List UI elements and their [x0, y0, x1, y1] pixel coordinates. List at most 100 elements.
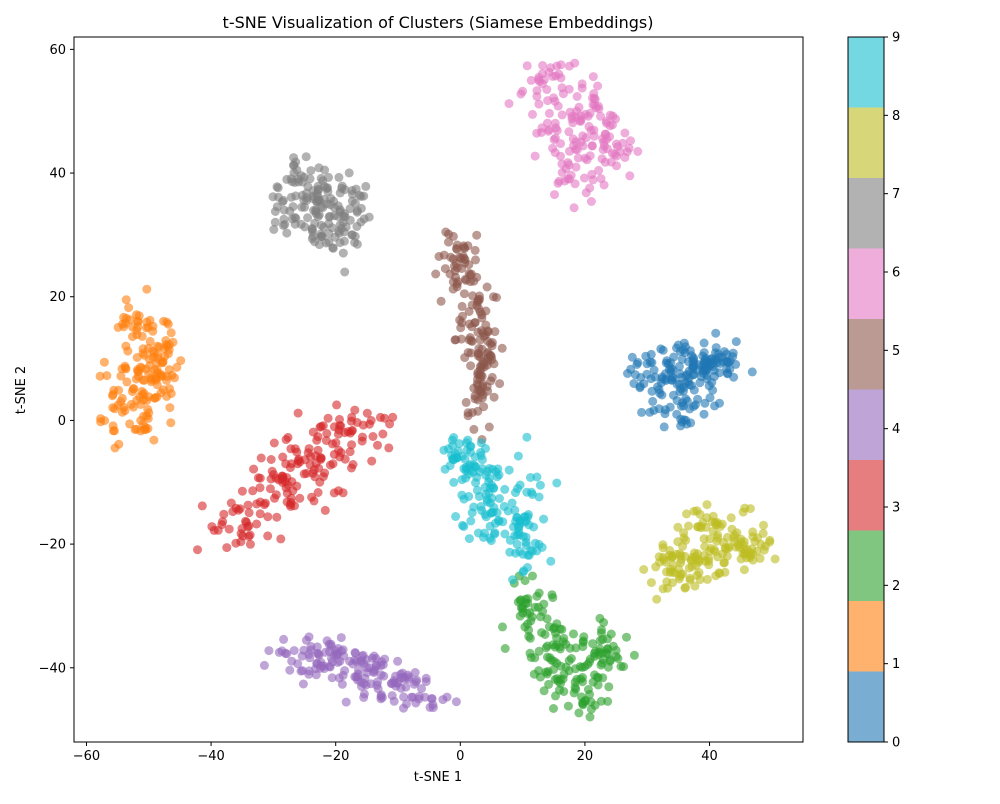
cluster-3-point: [272, 512, 282, 522]
cluster-9-point: [454, 439, 464, 449]
cluster-2-point: [522, 608, 532, 618]
cluster-4-point: [320, 647, 330, 657]
cluster-4-point: [411, 698, 421, 708]
cluster-9-point: [490, 528, 500, 538]
cluster-9-point: [466, 447, 475, 457]
cluster-3-point: [385, 419, 395, 429]
cluster-7-point: [324, 172, 333, 182]
cluster-3-point: [249, 464, 259, 474]
cluster-8-point: [702, 500, 712, 510]
cluster-1-point: [149, 435, 159, 445]
cluster-4-point: [369, 668, 379, 677]
cluster-7-point: [318, 203, 328, 213]
cluster-0-point: [645, 357, 655, 367]
cluster-6-point: [556, 151, 565, 161]
cluster-0-point: [699, 409, 709, 419]
cluster-7-point: [352, 239, 362, 249]
cluster-3-point: [237, 486, 247, 496]
cluster-7-point: [325, 200, 335, 210]
cluster-4-point: [297, 651, 307, 661]
cluster-8-point: [765, 535, 775, 545]
cluster-8-point: [708, 526, 718, 536]
cluster-7-point: [352, 207, 362, 217]
cluster-8-point: [667, 553, 677, 563]
cluster-9-point: [503, 506, 513, 516]
cluster-1-point: [139, 425, 149, 435]
cluster-8-point: [759, 520, 768, 530]
cluster-3-point: [222, 543, 232, 553]
cluster-2-point: [551, 691, 560, 701]
cluster-1-point: [166, 328, 176, 338]
cluster-3-point: [245, 530, 255, 540]
cluster-3-point: [316, 422, 326, 431]
cluster-3-point: [256, 453, 266, 463]
cluster-3-point: [245, 539, 255, 549]
cluster-9-point: [449, 477, 459, 487]
cluster-5-point: [469, 276, 479, 286]
cluster-4-point: [417, 684, 426, 694]
cluster-6-point: [569, 203, 579, 213]
cluster-8-point: [694, 568, 704, 578]
cluster-9-point: [479, 532, 488, 542]
cluster-9-point: [500, 484, 510, 494]
cluster-1-point: [128, 332, 137, 342]
cluster-8-point: [675, 572, 685, 581]
cluster-9-point: [535, 480, 545, 490]
x-tick-label: −60: [73, 749, 100, 764]
y-tick-label: −40: [39, 661, 66, 676]
cluster-3-point: [278, 452, 288, 462]
cluster-5-point: [497, 343, 507, 353]
cluster-6-point: [568, 134, 578, 144]
cluster-9-point: [511, 548, 521, 558]
cluster-4-point: [376, 670, 386, 680]
cluster-5-point: [475, 373, 485, 383]
colorbar-segment-3: [848, 460, 884, 531]
cluster-3-point: [322, 429, 332, 438]
cluster-5-point: [459, 289, 469, 299]
colorbar-segment-8: [848, 107, 884, 178]
cluster-1-point: [127, 387, 137, 397]
cluster-3-point: [321, 436, 331, 445]
cluster-5-point: [457, 301, 467, 311]
cluster-2-point: [513, 597, 523, 607]
cluster-5-point: [460, 353, 470, 363]
cluster-5-point: [469, 424, 479, 434]
cluster-8-point: [658, 584, 668, 594]
cluster-3-point: [368, 432, 378, 441]
cluster-9-point: [513, 451, 523, 461]
cluster-3-point: [299, 469, 309, 479]
cluster-6-point: [571, 162, 581, 172]
cluster-9-point: [512, 539, 522, 549]
cluster-7-point: [285, 206, 295, 216]
cluster-1-point: [145, 336, 155, 346]
cluster-7-point: [327, 223, 337, 233]
cluster-1-point: [124, 303, 134, 313]
cluster-7-point: [361, 181, 371, 191]
cluster-0-point: [655, 388, 665, 398]
cluster-5-point: [489, 392, 499, 402]
cluster-4-point: [359, 693, 369, 702]
cluster-9-point: [464, 534, 474, 544]
cluster-0-point: [646, 349, 656, 359]
cluster-7-point: [307, 227, 317, 236]
cluster-7-point: [338, 248, 348, 258]
cluster-6-point: [605, 121, 615, 131]
cluster-4-point: [421, 677, 431, 687]
cluster-3-point: [269, 438, 279, 448]
cluster-9-point: [469, 502, 479, 512]
cluster-1-point: [144, 354, 154, 364]
cluster-5-point: [431, 269, 441, 279]
cluster-4-point: [334, 673, 344, 683]
cluster-6-point: [625, 171, 635, 181]
cluster-2-point: [584, 657, 594, 667]
cluster-2-point: [564, 656, 574, 666]
cluster-2-point: [528, 571, 537, 581]
cluster-9-point: [486, 536, 496, 546]
cluster-6-point: [579, 173, 589, 183]
cluster-7-point: [324, 237, 334, 247]
cluster-7-point: [322, 184, 332, 193]
cluster-9-point: [514, 522, 524, 532]
cluster-0-point: [722, 349, 731, 359]
colorbar-segment-4: [848, 389, 884, 460]
cluster-8-point: [651, 562, 661, 572]
